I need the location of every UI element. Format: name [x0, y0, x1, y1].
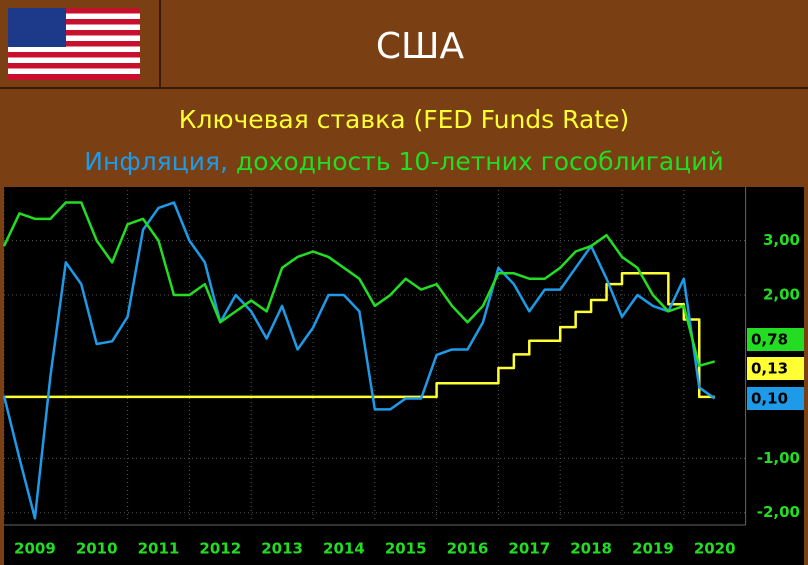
- last-value-label: 0,10: [751, 390, 788, 408]
- last-value-label: 0,13: [751, 360, 788, 378]
- x-tick-label: 2020: [694, 540, 736, 558]
- y-tick-label: -2,00: [757, 503, 800, 521]
- subtitle-part: Инфляция,: [84, 147, 228, 176]
- data-line: [4, 272, 715, 399]
- flag: [8, 8, 140, 80]
- x-tick-label: 2010: [76, 540, 118, 558]
- x-tick-label: 2019: [632, 540, 674, 558]
- y-tick-label: 3,00: [763, 231, 800, 249]
- x-tick-label: 2018: [570, 540, 612, 558]
- chart-title: США: [376, 26, 465, 67]
- x-tick-label: 2013: [261, 540, 303, 558]
- subtitle: Ключевая ставка (FED Funds Rate): [179, 105, 629, 134]
- x-tick-label: 2016: [447, 540, 489, 558]
- x-tick-label: 2011: [138, 540, 180, 558]
- x-tick-label: 2014: [323, 540, 365, 558]
- y-tick-label: -1,00: [757, 449, 800, 467]
- x-tick-label: 2012: [199, 540, 241, 558]
- last-value-badge: [747, 387, 804, 410]
- x-tick-label: 2009: [14, 540, 56, 558]
- data-line: [2, 201, 716, 520]
- last-value-badge: [747, 357, 804, 380]
- subtitle-part: доходность 10-летних гособлигаций: [236, 147, 724, 176]
- x-tick-label: 2017: [508, 540, 550, 558]
- last-value-label: 0,78: [751, 331, 788, 349]
- x-tick-label: 2015: [385, 540, 427, 558]
- data-line: [2, 201, 716, 368]
- plot-background: [4, 187, 804, 565]
- y-tick-label: 2,00: [763, 286, 800, 304]
- subtitle: Инфляция, доходность 10-летних гособлига…: [84, 147, 723, 176]
- last-value-badge: [747, 328, 804, 351]
